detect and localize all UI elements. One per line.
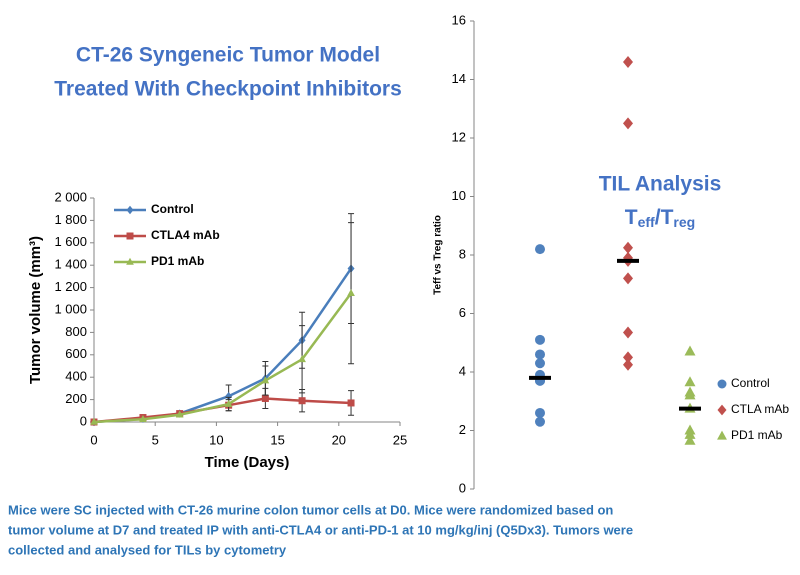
formula-part: reg [673,214,695,230]
x-axis-label: Time (Days) [205,454,290,471]
marker [126,257,134,265]
marker [684,376,696,387]
legend-label: Control [151,202,194,216]
marker [623,117,633,130]
y-tick-label: 600 [65,346,87,361]
marker [717,404,727,416]
marker [623,326,633,339]
marker [535,349,545,360]
marker [623,358,633,371]
marker [347,399,355,407]
y-axis-label: Tumor volume (mm³) [27,236,44,384]
marker [684,434,696,445]
y-tick-label: 1 600 [54,234,87,249]
title-line: CT-26 Syngeneic Tumor Model [76,44,380,67]
y-axis-label: Teff vs Treg ratio [433,215,444,295]
legend-label: CTLA mAb [731,402,789,416]
marker [535,244,545,255]
legend-label: PD1 mAb [731,428,783,442]
marker [535,416,545,427]
marker [717,379,727,389]
til-title: TIL Analysis [599,173,722,196]
marker [623,55,633,68]
y-tick-label: 4 [459,363,466,378]
marker [298,355,306,363]
y-tick-label: 800 [65,324,87,339]
y-tick-label: 0 [80,413,87,428]
y-tick-label: 6 [459,305,466,320]
y-tick-label: 14 [452,71,466,86]
marker [623,241,633,254]
x-tick-label: 20 [332,432,346,447]
marker [261,394,269,402]
marker [684,389,696,400]
formula-part: T [625,206,638,229]
marker [535,334,545,345]
y-tick-label: 2 000 [54,189,87,204]
y-tick-label: 10 [452,188,466,203]
marker [298,397,306,405]
y-tick-label: 8 [459,246,466,261]
marker [139,415,147,422]
marker [347,289,355,296]
legend-label: PD1 mAb [151,254,204,268]
caption-line: collected and analysed for TILs by cytom… [8,542,287,557]
marker [90,417,98,425]
marker [126,232,134,240]
caption-line: tumor volume at D7 and treated IP with a… [8,522,633,537]
y-tick-label: 16 [452,12,466,27]
series-line [93,292,353,424]
marker [126,205,134,215]
marker [535,358,545,369]
x-tick-label: 25 [393,432,407,447]
marker [623,351,633,364]
y-tick-label: 400 [65,369,87,384]
x-tick-label: 0 [90,432,97,447]
x-tick-label: 5 [152,432,159,447]
til-formula: Teff/Treg [625,206,695,230]
marker [261,376,270,384]
y-tick-label: 0 [459,480,466,495]
x-tick-label: 15 [270,432,284,447]
x-tick-label: 10 [209,432,223,447]
formula-part: eff [638,214,655,230]
legend-label: Control [731,376,770,390]
marker [717,430,727,440]
marker [224,399,233,407]
marker [684,428,696,439]
y-tick-label: 200 [65,391,87,406]
series-line [93,397,352,424]
marker [623,272,633,285]
y-tick-label: 2 [459,422,466,437]
y-tick-label: 1 800 [54,212,87,227]
marker [535,407,545,418]
marker [175,410,184,418]
legend-label: CTLA4 mAb [151,228,220,242]
y-tick-label: 1 400 [54,257,87,272]
title-line: Treated With Checkpoint Inhibitors [54,78,402,101]
marker [684,345,696,356]
y-tick-label: 12 [452,129,466,144]
caption-line: Mice were SC injected with CT-26 murine … [8,502,613,517]
y-tick-label: 1 000 [54,301,87,316]
formula-part: /T [655,206,674,229]
marker [225,392,233,401]
y-tick-label: 1 200 [54,279,87,294]
